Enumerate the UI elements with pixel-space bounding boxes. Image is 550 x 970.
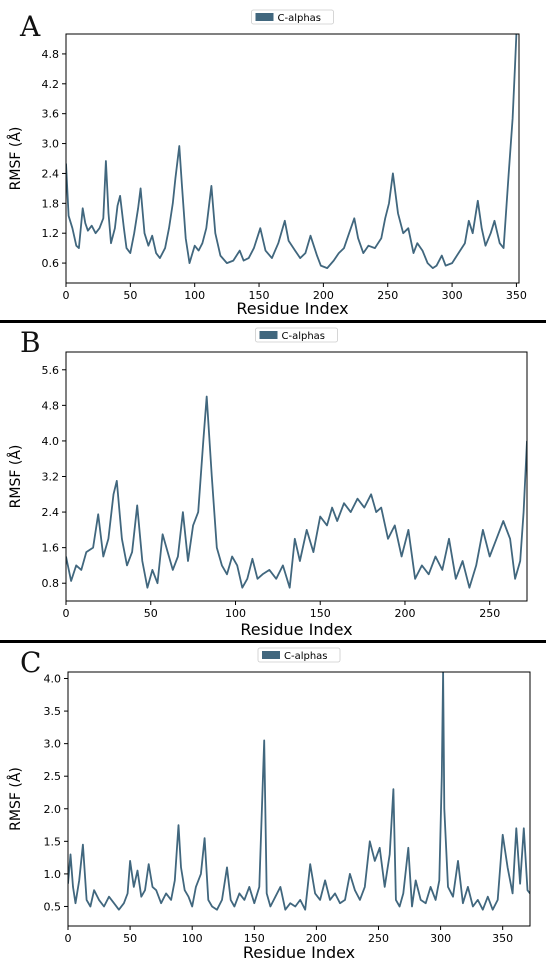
y-axis-label: RMSF (Å) xyxy=(7,767,24,831)
rmsf-chart: 0 50 100 150 200 250 0.8 1.6 2.4 3.2 4.0 4.8 5.6 Resi… xyxy=(7,327,528,639)
y-tick-label: 0.6 xyxy=(42,257,60,270)
rmsf-chart: 0 50 100 150 200 250 300 350 0.6 1.2 1.8 2.4 3.0 3.6 4… xyxy=(7,9,527,318)
legend-label: C-alphas xyxy=(284,651,328,662)
y-tick-label: 4.8 xyxy=(42,48,60,61)
y-tick-label: 3.0 xyxy=(44,738,62,751)
x-tick-label: 150 xyxy=(244,932,265,945)
legend-swatch xyxy=(262,651,280,659)
x-tick-label: 100 xyxy=(182,932,203,945)
y-tick-label: 3.2 xyxy=(42,471,60,484)
y-tick-label: 4.2 xyxy=(42,78,60,91)
y-tick-label: 1.6 xyxy=(42,542,60,555)
y-axis-label: RMSF (Å) xyxy=(7,445,24,509)
legend-swatch xyxy=(259,331,278,339)
divider xyxy=(0,640,546,643)
y-tick-label: 1.2 xyxy=(42,227,60,240)
x-tick-label: 200 xyxy=(394,607,415,620)
x-tick-label: 350 xyxy=(506,289,527,302)
y-tick-label: 1.8 xyxy=(42,197,60,210)
panel-c: C 0 50 100 150 200 250 300 350 0.5 1.0 1.5 2.0 2.5 3.… xyxy=(0,642,550,966)
y-tick-label: 2.5 xyxy=(44,770,62,783)
rmsf-chart: 0 50 100 150 200 250 300 350 0.5 1.0 1.5 2.0 2.5 3.0 3… xyxy=(7,647,531,962)
y-tick-label: 2.4 xyxy=(42,506,60,519)
x-tick-label: 200 xyxy=(306,932,327,945)
x-tick-label: 150 xyxy=(310,607,331,620)
x-tick-label: 300 xyxy=(442,289,463,302)
legend: C-alphas xyxy=(257,647,341,663)
x-tick-label: 250 xyxy=(377,289,398,302)
plot-frame xyxy=(65,351,528,602)
legend: C-alphas xyxy=(255,327,338,343)
x-tick-label: 0 xyxy=(63,289,70,302)
legend-label: C-alphas xyxy=(278,13,322,24)
x-tick-label: 50 xyxy=(123,289,137,302)
x-axis-label: Residue Index xyxy=(240,620,352,639)
x-tick-label: 50 xyxy=(144,607,158,620)
y-tick-label: 1.5 xyxy=(44,835,62,848)
legend-label: C-alphas xyxy=(282,331,326,342)
legend-swatch xyxy=(255,13,274,21)
panel-label: B xyxy=(20,326,41,359)
y-tick-label: 3.6 xyxy=(42,108,60,121)
y-tick-label: 0.8 xyxy=(42,577,60,590)
y-tick-label: 1.0 xyxy=(44,868,62,881)
x-tick-label: 100 xyxy=(225,607,246,620)
x-axis-label: Residue Index xyxy=(243,943,355,962)
x-tick-label: 100 xyxy=(184,289,205,302)
x-tick-label: 250 xyxy=(368,932,389,945)
y-tick-label: 4.0 xyxy=(42,435,60,448)
legend: C-alphas xyxy=(251,9,334,25)
y-tick-label: 4.8 xyxy=(42,399,60,412)
panel-b: B 0 50 100 150 200 250 0.8 1.6 2.4 3.2 4.0 4.8 5.6 Re… xyxy=(0,322,550,640)
y-axis-label: RMSF (Å) xyxy=(7,127,24,191)
x-tick-label: 150 xyxy=(249,289,270,302)
x-tick-label: 350 xyxy=(492,932,513,945)
x-axis-label: Residue Index xyxy=(236,299,348,318)
x-tick-label: 200 xyxy=(313,289,334,302)
plot-frame xyxy=(67,671,531,927)
x-tick-label: 50 xyxy=(123,932,137,945)
plot-frame xyxy=(65,33,520,284)
series-line-c-alphas xyxy=(66,34,518,269)
y-tick-label: 4.0 xyxy=(44,673,62,686)
y-tick-label: 3.5 xyxy=(44,705,62,718)
y-tick-label: 2.4 xyxy=(42,167,60,180)
divider xyxy=(0,320,546,323)
x-tick-label: 250 xyxy=(479,607,500,620)
panel-a: A 0 50 100 150 200 250 300 350 0.6 1.2 1.8 2.4 3.0 3.… xyxy=(0,0,550,318)
series-line-c-alphas xyxy=(68,672,530,911)
x-tick-label: 0 xyxy=(65,932,72,945)
series-line-c-alphas xyxy=(66,395,527,589)
y-tick-label: 3.0 xyxy=(42,138,60,151)
x-tick-label: 300 xyxy=(430,932,451,945)
y-tick-label: 2.0 xyxy=(44,803,62,816)
panel-label: C xyxy=(20,646,42,679)
panel-label: A xyxy=(20,10,41,43)
y-tick-label: 5.6 xyxy=(42,364,60,377)
x-tick-label: 0 xyxy=(63,607,70,620)
y-tick-label: 0.5 xyxy=(44,900,62,913)
